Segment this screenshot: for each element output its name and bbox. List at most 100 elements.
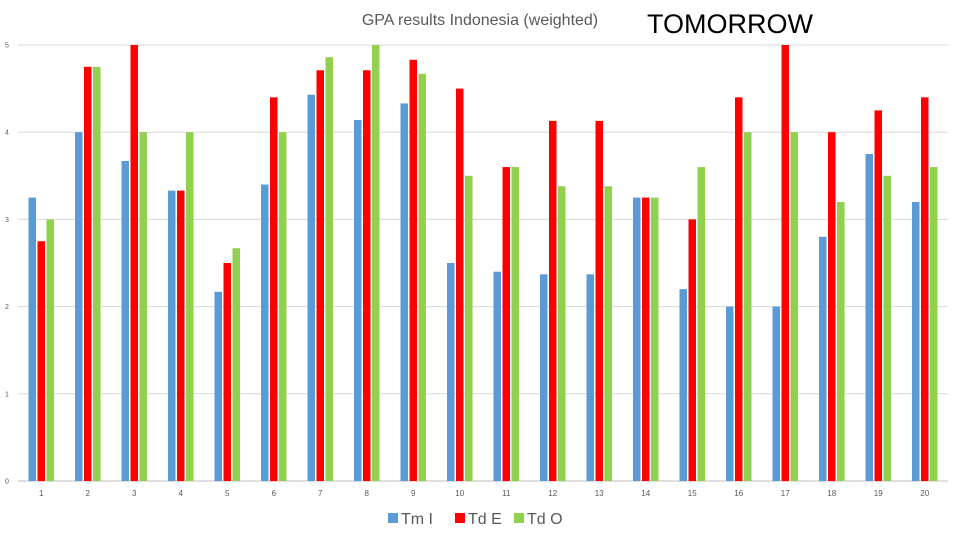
x-tick-label: 18 [827, 489, 836, 498]
bar [37, 241, 45, 481]
legend-item: Td E [455, 511, 502, 528]
bar [493, 271, 501, 481]
bar [511, 167, 519, 481]
bar [883, 175, 891, 482]
bar [130, 45, 138, 481]
x-tick-label: 9 [411, 489, 416, 498]
bar [363, 70, 371, 482]
bar [837, 201, 845, 481]
bar [84, 66, 92, 482]
x-tick-label: 2 [86, 489, 91, 498]
bar [549, 120, 557, 481]
bar [75, 132, 83, 481]
bar [874, 110, 882, 482]
x-tick-label: 12 [548, 489, 557, 498]
bar [177, 190, 185, 481]
bar [726, 306, 734, 481]
bar [790, 132, 798, 481]
bar [772, 306, 780, 481]
bar [223, 263, 231, 481]
gridlines [18, 44, 948, 482]
y-tick-label: 5 [5, 43, 9, 50]
bar [261, 184, 269, 481]
bar [921, 97, 929, 481]
bar [679, 289, 687, 481]
bar [325, 57, 333, 481]
legend-item: Td O [514, 511, 563, 528]
bar [595, 120, 603, 481]
bar [214, 291, 222, 481]
x-tick-label: 17 [781, 489, 790, 498]
bar [418, 73, 426, 481]
bar [930, 167, 938, 481]
x-tick-label: 14 [641, 489, 650, 498]
bar [642, 197, 650, 481]
bar [819, 236, 827, 481]
bar [586, 274, 594, 481]
bar [651, 197, 659, 481]
bar [604, 186, 612, 481]
y-tick-label: 1 [5, 391, 9, 398]
bar [502, 167, 510, 481]
bar [447, 263, 455, 481]
bar [558, 186, 566, 481]
x-tick-label: 13 [595, 489, 604, 498]
x-tick-label: 7 [318, 489, 323, 498]
x-tick-label: 16 [734, 489, 743, 498]
bar [633, 197, 641, 481]
bar [409, 59, 417, 481]
x-tick-label: 10 [455, 489, 464, 498]
bar [465, 175, 473, 482]
x-tick-label: 6 [272, 489, 277, 498]
y-tick-label: 0 [5, 479, 9, 486]
x-tick-label: 19 [874, 489, 883, 498]
bar [28, 197, 36, 481]
bar [688, 219, 696, 481]
bar [828, 132, 836, 481]
legend: Tm I Td E Td O [388, 511, 563, 528]
y-tick-label: 2 [5, 304, 9, 311]
x-tick-label: 11 [502, 489, 511, 498]
x-tick-label: 8 [365, 489, 370, 498]
bar [279, 132, 287, 481]
bar [781, 45, 789, 481]
bar [735, 97, 743, 481]
legend-item: Tm I [388, 511, 433, 528]
x-tick-label: 1 [39, 489, 44, 498]
bar [372, 45, 380, 481]
legend-swatch [514, 513, 524, 523]
bar [400, 103, 408, 481]
bar [121, 160, 129, 481]
bar [270, 97, 278, 481]
x-tick-labels: 1 2 3 4 5 6 7 8 9 10 11 12 13 14 15 16 17 18 19 20 [39, 489, 930, 498]
bar [232, 248, 240, 481]
x-tick-label: 4 [179, 489, 184, 498]
bar [316, 70, 324, 482]
legend-swatch [455, 513, 465, 523]
legend-label: Td E [468, 511, 502, 528]
x-tick-label: 20 [920, 489, 929, 498]
bar [354, 119, 362, 481]
bar [912, 201, 920, 481]
bar [168, 190, 176, 481]
banner-label: TOMORROW [647, 9, 813, 39]
y-tick-label: 4 [5, 130, 9, 137]
y-tick-label: 3 [5, 217, 9, 224]
x-tick-label: 15 [688, 489, 697, 498]
bar [744, 132, 752, 481]
bar [697, 167, 705, 481]
x-tick-label: 5 [225, 489, 230, 498]
x-tick-label: 3 [132, 489, 137, 498]
chart-title: GPA results Indonesia (weighted) [362, 12, 598, 29]
bar [186, 132, 194, 481]
bar [93, 66, 101, 482]
legend-label: Td O [527, 511, 563, 528]
legend-label: Tm I [401, 511, 433, 528]
bars [28, 45, 938, 482]
bar [456, 88, 464, 481]
bar [865, 154, 873, 481]
bar [46, 219, 54, 481]
y-tick-labels: 0 1 2 3 4 5 [5, 43, 9, 486]
